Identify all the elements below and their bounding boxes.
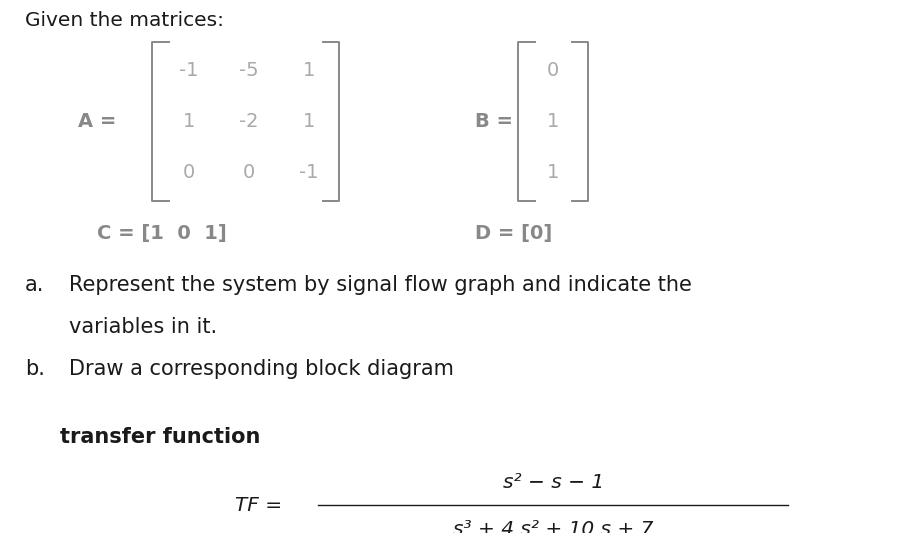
Text: 1: 1 (302, 61, 315, 80)
Text: s² − s − 1: s² − s − 1 (502, 473, 604, 492)
Text: B =: B = (475, 112, 513, 131)
Text: 0: 0 (242, 163, 255, 182)
Text: variables in it.: variables in it. (69, 317, 218, 337)
Text: A =: A = (78, 112, 117, 131)
Text: C = [1  0  1]: C = [1 0 1] (97, 224, 227, 244)
Text: 0: 0 (183, 163, 195, 182)
Text: TF =: TF = (235, 496, 282, 515)
Text: b.: b. (25, 359, 45, 378)
Text: Draw a corresponding block diagram: Draw a corresponding block diagram (69, 359, 454, 378)
Text: 0: 0 (547, 61, 560, 80)
Text: -2: -2 (239, 112, 259, 131)
Text: a.: a. (25, 274, 44, 295)
Text: -1: -1 (299, 163, 319, 182)
Text: 1: 1 (302, 112, 315, 131)
Text: Represent the system by signal flow graph and indicate the: Represent the system by signal flow grap… (69, 274, 692, 295)
Text: s³ + 4 s² + 10 s + 7: s³ + 4 s² + 10 s + 7 (453, 520, 654, 533)
Text: 1: 1 (547, 112, 560, 131)
Text: D = [0]: D = [0] (475, 224, 552, 244)
Text: 1: 1 (183, 112, 195, 131)
Text: Given the matrices:: Given the matrices: (25, 11, 224, 30)
Text: -1: -1 (179, 61, 199, 80)
Text: transfer function: transfer function (60, 427, 260, 447)
Text: -5: -5 (239, 61, 259, 80)
Text: 1: 1 (547, 163, 560, 182)
